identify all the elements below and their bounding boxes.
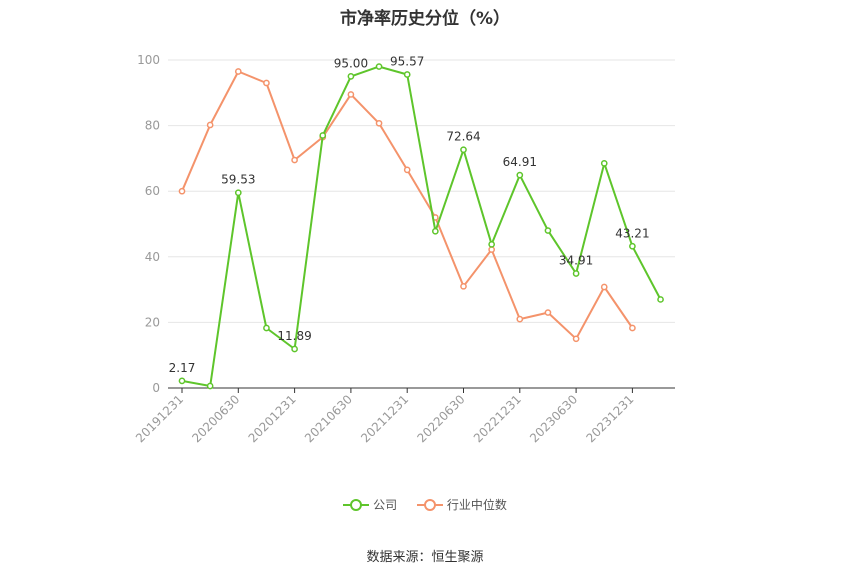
y-tick-label: 100 — [137, 53, 160, 67]
y-tick-label: 80 — [145, 119, 160, 133]
data-label-company: 11.89 — [277, 329, 311, 343]
x-tick-label: 20201231 — [246, 392, 299, 445]
x-tick-label: 20230630 — [527, 392, 580, 445]
series-line-industry-median — [181, 70, 634, 340]
legend-label-company: 公司 — [373, 498, 398, 512]
data-point-company — [263, 324, 270, 332]
data-point-industry-median — [629, 324, 636, 332]
legend: 公司 行业中位数 — [0, 496, 850, 515]
legend-item-industry-median[interactable]: 行业中位数 — [416, 496, 507, 513]
data-point-industry-median — [403, 166, 411, 174]
legend-item-company[interactable]: 公司 — [343, 496, 397, 513]
data-point-industry-median — [375, 119, 383, 127]
data-point-industry-median — [206, 121, 214, 129]
data-label-company: 59.53 — [221, 173, 255, 187]
data-label-company: 95.00 — [334, 56, 368, 70]
x-tick-label: 20231231 — [583, 392, 636, 445]
data-point-company — [403, 71, 411, 78]
y-tick-label: 0 — [152, 381, 160, 395]
data-label-company: 34.91 — [559, 253, 593, 267]
chart-title: 市净率历史分位（%） — [339, 9, 511, 29]
data-label-company: 72.64 — [446, 130, 480, 144]
data-point-company — [291, 345, 298, 353]
data-label-company: 2.17 — [169, 361, 196, 375]
data-point-company — [516, 171, 524, 179]
x-tick-label: 20221231 — [471, 392, 524, 445]
x-tick-label: 20191231 — [133, 392, 186, 445]
data-label-company: 95.57 — [390, 55, 424, 69]
data-point-industry-median — [234, 68, 242, 75]
data-point-company — [375, 63, 383, 70]
data-point-industry-median — [516, 315, 524, 323]
data-point-company — [600, 159, 608, 167]
data-label-company: 43.21 — [615, 226, 649, 240]
data-point-industry-median — [263, 79, 270, 87]
data-point-company — [657, 296, 664, 303]
data-point-company — [347, 73, 355, 80]
data-point-company — [432, 227, 439, 235]
data-point-company — [629, 242, 636, 250]
legend-marker-industry-median-icon — [416, 498, 443, 512]
x-tick-label: 20220630 — [415, 392, 468, 445]
source-note: 数据来源：恒生聚源 — [366, 550, 484, 565]
y-tick-label: 60 — [145, 184, 160, 198]
x-tick-label: 20200630 — [189, 392, 242, 445]
data-point-industry-median — [572, 335, 580, 343]
data-point-industry-median — [347, 91, 355, 98]
data-point-company — [234, 189, 242, 197]
data-point-company — [460, 146, 467, 154]
data-point-company — [178, 377, 186, 385]
data-label-company: 64.91 — [503, 155, 537, 169]
data-point-industry-median — [291, 156, 298, 164]
data-point-company — [572, 270, 580, 277]
data-point-company — [319, 132, 327, 139]
series-line-company — [181, 65, 662, 387]
data-point-industry-median — [600, 283, 608, 291]
x-tick-label: 20210630 — [302, 392, 355, 445]
data-point-company — [488, 240, 495, 248]
data-point-company — [544, 227, 552, 234]
data-point-industry-median — [544, 309, 552, 316]
legend-label-industry-median: 行业中位数 — [446, 498, 507, 512]
x-tick-label: 20211231 — [358, 392, 411, 445]
data-point-industry-median — [460, 282, 467, 290]
data-point-company — [206, 382, 214, 390]
data-point-industry-median — [178, 187, 186, 195]
y-tick-label: 40 — [145, 250, 160, 264]
y-tick-label: 20 — [145, 315, 160, 329]
data-point-industry-median — [488, 246, 495, 253]
legend-marker-company-icon — [343, 498, 370, 512]
